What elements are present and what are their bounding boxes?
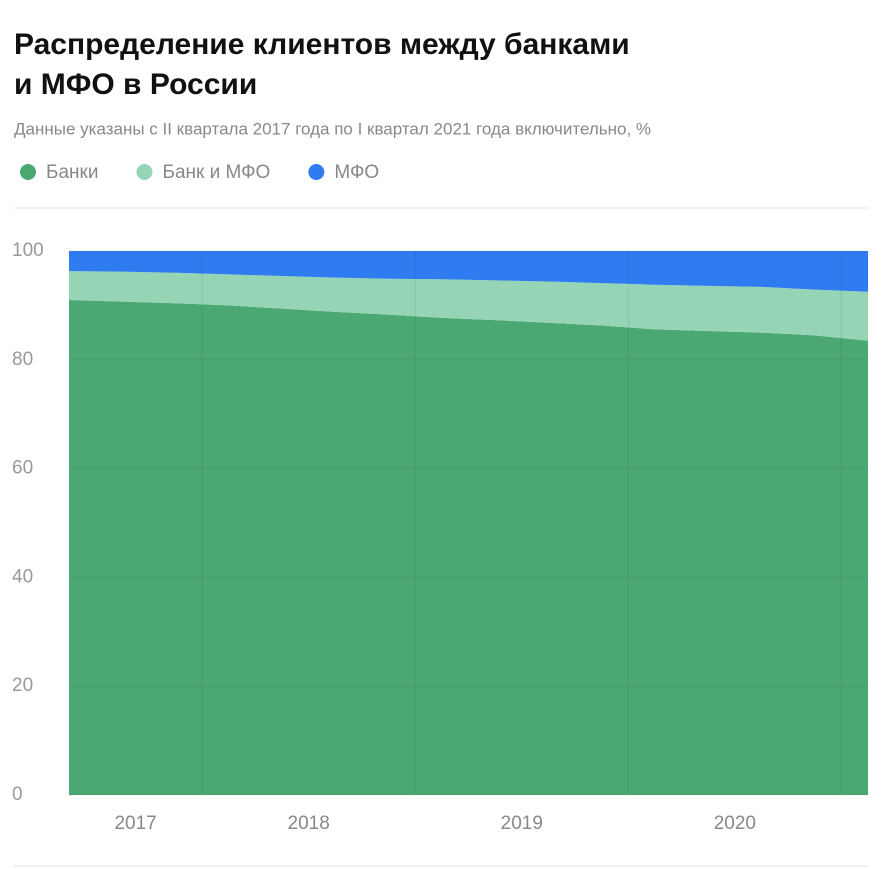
area xyxy=(69,299,868,795)
x-tick-label: 2019 xyxy=(501,813,543,834)
legend-label: Банки xyxy=(46,162,98,183)
chart-subtitle: Данные указаны с II квартала 2017 года п… xyxy=(14,119,651,138)
y-tick-label: 0 xyxy=(12,784,23,805)
y-tick-label: 80 xyxy=(12,349,33,370)
legend-label: Банк и МФО xyxy=(162,162,270,183)
y-tick-label: 20 xyxy=(12,675,33,696)
area xyxy=(69,251,868,292)
legend-label: МФО xyxy=(334,162,379,183)
x-tick-label: 2018 xyxy=(288,813,330,834)
chart-title-line: Распределение клиентов между банками xyxy=(14,28,630,61)
area xyxy=(69,271,868,341)
x-tick-label: 2017 xyxy=(114,813,156,834)
y-tick-label: 40 xyxy=(12,566,33,587)
legend-marker xyxy=(136,164,153,180)
x-tick-label: 2020 xyxy=(714,813,756,834)
y-tick-label: 100 xyxy=(12,240,44,261)
legend-marker xyxy=(20,164,36,180)
legend-marker xyxy=(308,164,325,180)
chart-title-line: и МФО в России xyxy=(14,68,257,101)
y-tick-label: 60 xyxy=(12,458,33,479)
